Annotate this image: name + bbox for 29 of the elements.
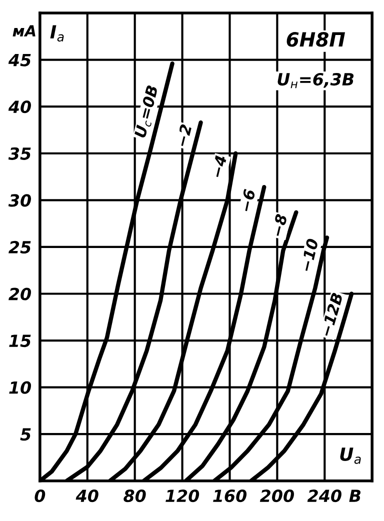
x-tick-label: 120 bbox=[166, 490, 200, 502]
x-tick-label: 0 bbox=[34, 490, 46, 502]
x-tick-label: 160 bbox=[213, 490, 247, 502]
y-tick-label: 30 bbox=[8, 194, 32, 207]
y-tick-label: 25 bbox=[8, 240, 31, 254]
text: −4 bbox=[210, 155, 227, 178]
x-axis-title: U$_{а}$ bbox=[340, 448, 361, 464]
y-tick-label: 5 bbox=[20, 428, 31, 441]
text: мА bbox=[12, 25, 36, 36]
x-tick-label: 80 bbox=[124, 490, 146, 502]
y-tick-label: 20 bbox=[8, 288, 32, 300]
y-axis-title: I$_{а}$ bbox=[50, 25, 64, 42]
x-tick-label: 240 bbox=[307, 490, 342, 502]
text: U$_{н}$=6,3В bbox=[278, 72, 354, 88]
text: −6 bbox=[240, 188, 256, 212]
text: −10 bbox=[300, 238, 319, 272]
x-tick-label: 200 bbox=[260, 490, 294, 502]
text: U$_{с}$=0В bbox=[134, 84, 161, 139]
y-tick-label: 45 bbox=[8, 54, 31, 66]
y-tick-label: 10 bbox=[9, 381, 32, 394]
y-tick-label: 35 bbox=[8, 147, 31, 160]
y-tick-label: 15 bbox=[9, 334, 31, 348]
text: −8 bbox=[271, 214, 288, 237]
text: −2 bbox=[176, 124, 192, 147]
text: В bbox=[349, 490, 360, 502]
text: 6Н8П bbox=[286, 32, 346, 47]
x-tick-label: 40 bbox=[76, 490, 98, 502]
y-tick-label: 40 bbox=[8, 100, 32, 114]
text: −12В bbox=[320, 292, 343, 337]
